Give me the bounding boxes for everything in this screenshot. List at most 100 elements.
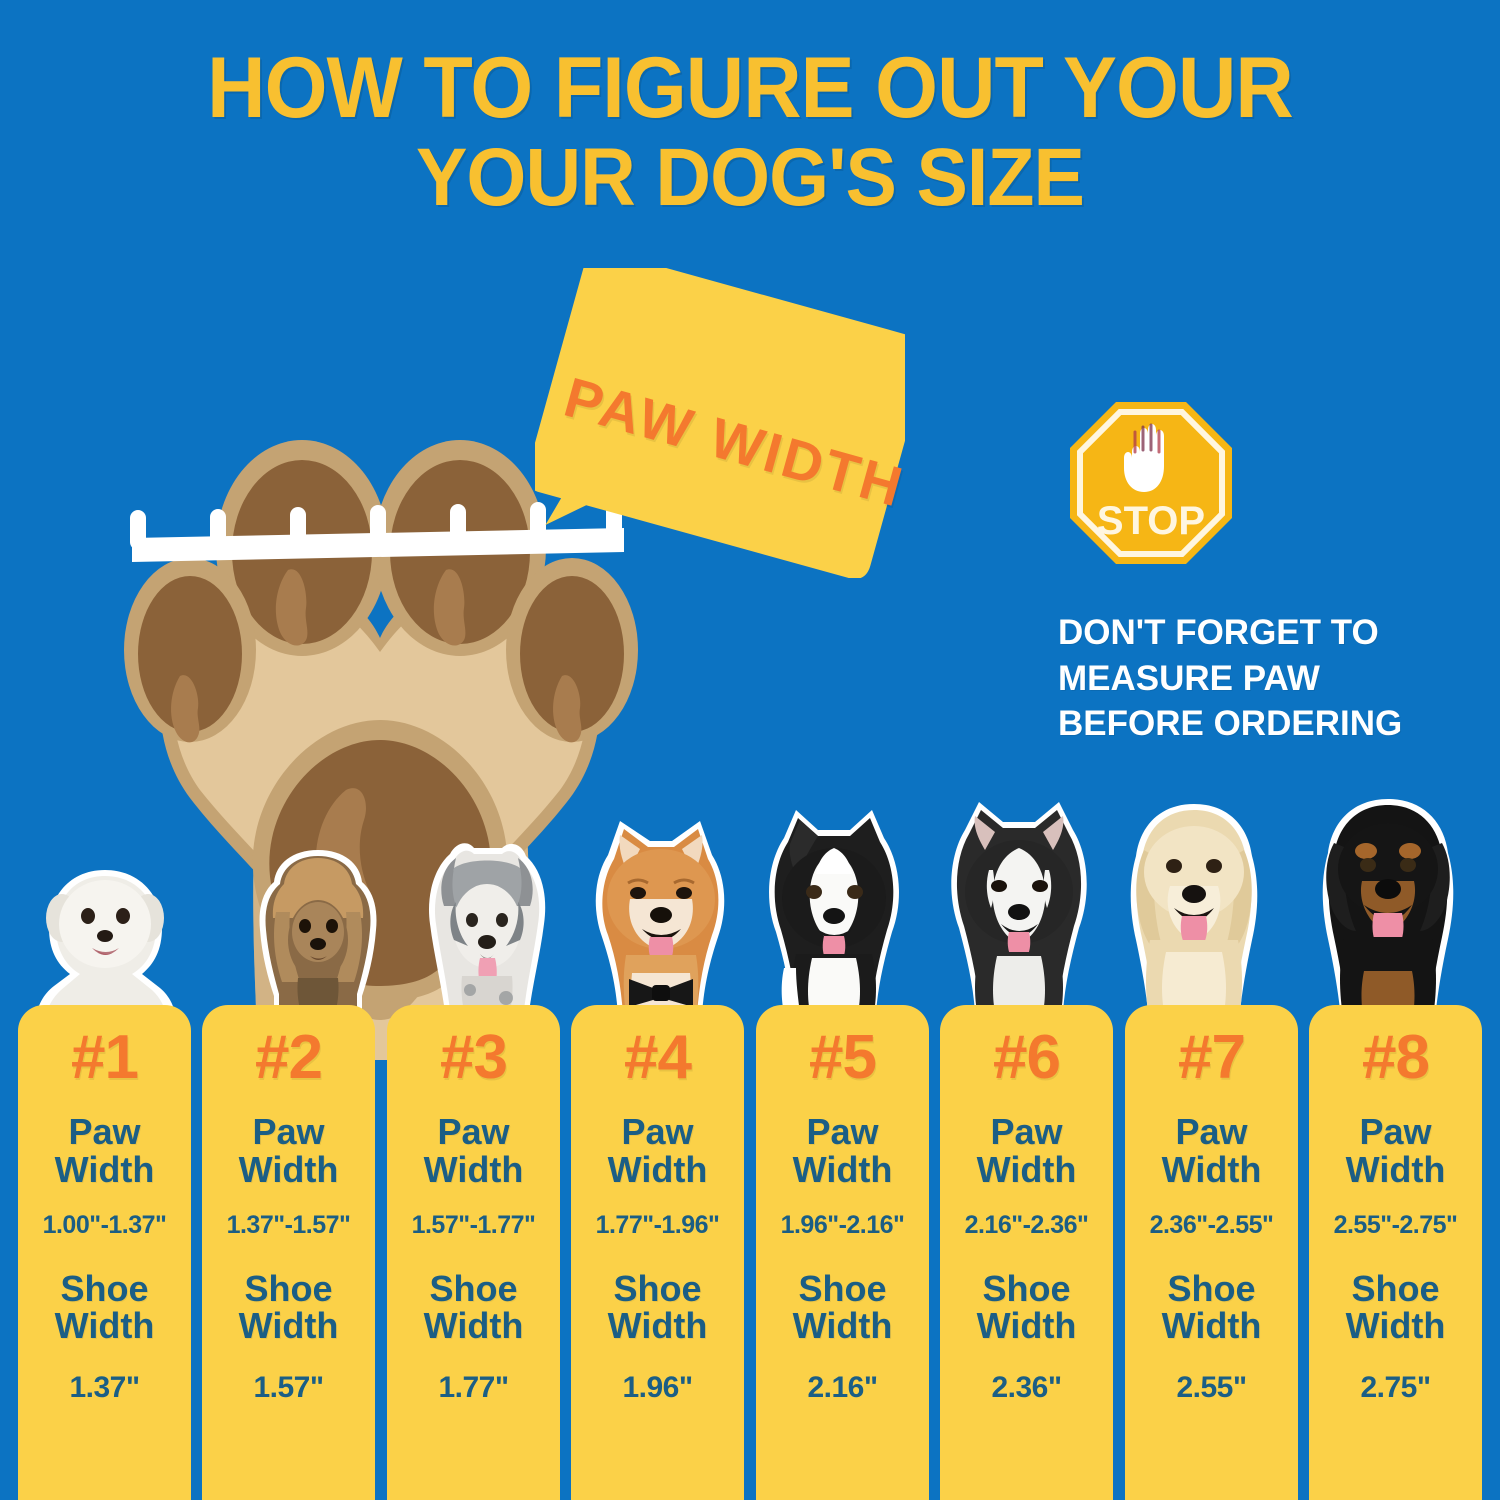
shoe-width-label: Shoe Width <box>946 1267 1107 1347</box>
paw-width-label: Paw Width <box>577 1113 738 1189</box>
paw-width-line-2: Width <box>1161 1148 1262 1190</box>
shoe-width-value: 1.57" <box>253 1371 324 1405</box>
title-line-2: YOUR DOG'S SIZE <box>415 132 1085 224</box>
stop-notice-line-1: DON'T FORGET TO <box>1058 613 1379 652</box>
paw-width-line-1: Paw <box>252 1111 325 1152</box>
shoe-width-line-1: Shoe <box>429 1267 518 1309</box>
shoe-width-label: Shoe Width <box>208 1267 369 1347</box>
paw-width-range: 1.96"-2.16" <box>780 1210 905 1239</box>
paw-width-label: Paw Width <box>1131 1113 1292 1189</box>
paw-width-range: 1.37"-1.57" <box>226 1210 351 1239</box>
paw-width-line-2: Width <box>607 1148 708 1190</box>
shoe-width-line-1: Shoe <box>1167 1267 1256 1309</box>
paw-width-range: 2.55"-2.75" <box>1333 1210 1458 1239</box>
shoe-width-value: 2.55" <box>1176 1371 1247 1405</box>
size-card-8[interactable]: #8 Paw Width 2.55"-2.75" Shoe Width 2.75… <box>1309 1005 1482 1500</box>
shoe-width-label: Shoe Width <box>1315 1267 1476 1347</box>
paw-width-line-2: Width <box>238 1148 339 1190</box>
shoe-width-value: 1.96" <box>622 1371 693 1405</box>
shoe-width-label: Shoe Width <box>24 1267 185 1347</box>
dog-photo-1 <box>28 862 183 1022</box>
paw-width-label: Paw Width <box>762 1113 923 1189</box>
paw-width-range: 2.16"-2.36" <box>964 1210 1089 1239</box>
shoe-width-value: 2.75" <box>1360 1371 1431 1405</box>
paw-width-line-2: Width <box>54 1148 155 1190</box>
size-card-number: #4 <box>624 1023 692 1092</box>
paw-width-range: 1.77"-1.96" <box>595 1210 720 1239</box>
stop-sign-word: STOP <box>1097 499 1205 543</box>
size-card-number: #2 <box>255 1023 323 1092</box>
shoe-width-value: 1.37" <box>69 1371 140 1405</box>
dog-photo-4 <box>580 815 740 1015</box>
dog-photo-7 <box>1108 800 1280 1012</box>
size-card-number: #6 <box>993 1023 1061 1092</box>
shoe-width-value: 1.77" <box>438 1371 509 1405</box>
stop-notice-text: DON'T FORGET TO MEASURE PAW BEFORE ORDER… <box>1058 610 1478 747</box>
shoe-width-label: Shoe Width <box>762 1267 923 1347</box>
stop-notice: STOP DON'T FORGET TO MEASURE PAW BEFORE … <box>1058 398 1478 747</box>
paw-width-line-1: Paw <box>68 1111 141 1152</box>
shoe-width-line-2: Width <box>238 1305 339 1347</box>
size-card-1[interactable]: #1 Paw Width 1.00"-1.37" Shoe Width 1.37… <box>18 1005 191 1500</box>
paw-width-line-1: Paw <box>990 1111 1063 1152</box>
shoe-width-line-1: Shoe <box>982 1267 1071 1309</box>
size-card-number: #1 <box>71 1023 139 1092</box>
paw-width-line-1: Paw <box>437 1111 510 1152</box>
paw-width-line-1: Paw <box>1359 1111 1432 1152</box>
title-line-1: HOW TO FIGURE OUT YOUR <box>207 40 1294 136</box>
size-card-5[interactable]: #5 Paw Width 1.96"-2.16" Shoe Width 2.16… <box>756 1005 929 1500</box>
dog-photo-2 <box>248 848 388 1023</box>
size-cards-row: #1 Paw Width 1.00"-1.37" Shoe Width 1.37… <box>0 1005 1500 1500</box>
shoe-width-line-1: Shoe <box>798 1267 887 1309</box>
shoe-width-line-2: Width <box>1345 1305 1446 1347</box>
shoe-width-line-2: Width <box>976 1305 1077 1347</box>
paw-width-line-1: Paw <box>806 1111 879 1152</box>
size-card-6[interactable]: #6 Paw Width 2.16"-2.36" Shoe Width 2.36… <box>940 1005 1113 1500</box>
shoe-width-line-2: Width <box>423 1305 524 1347</box>
paw-width-label: Paw Width <box>208 1113 369 1189</box>
stop-notice-line-2: MEASURE PAW <box>1058 658 1320 698</box>
shoe-width-line-1: Shoe <box>60 1267 149 1309</box>
paw-width-label: Paw Width <box>393 1113 554 1189</box>
size-card-number: #7 <box>1178 1023 1246 1092</box>
shoe-width-value: 2.16" <box>807 1371 878 1405</box>
paw-width-label: Paw Width <box>1315 1113 1476 1189</box>
size-card-number: #8 <box>1362 1023 1430 1092</box>
paw-width-line-2: Width <box>1345 1148 1446 1190</box>
paw-width-callout: PAW WIDTH <box>526 250 929 579</box>
size-card-number: #5 <box>809 1023 877 1092</box>
paw-width-range: 1.00"-1.37" <box>42 1210 167 1239</box>
shoe-width-line-1: Shoe <box>613 1267 702 1309</box>
shoe-width-line-1: Shoe <box>244 1267 333 1309</box>
size-card-4[interactable]: #4 Paw Width 1.77"-1.96" Shoe Width 1.96… <box>571 1005 744 1500</box>
shoe-width-line-2: Width <box>1161 1305 1262 1347</box>
paw-width-line-2: Width <box>976 1148 1077 1190</box>
stop-sign-icon: STOP <box>1070 402 1232 564</box>
paw-width-line-2: Width <box>792 1148 893 1190</box>
size-card-number: #3 <box>440 1023 508 1092</box>
stop-notice-line-3: BEFORE ORDERING <box>1058 704 1403 743</box>
paw-width-ruler <box>128 498 628 568</box>
shoe-width-line-2: Width <box>607 1305 708 1347</box>
size-card-3[interactable]: #3 Paw Width 1.57"-1.77" Shoe Width 1.77… <box>387 1005 560 1500</box>
paw-width-line-1: Paw <box>1175 1111 1248 1152</box>
dog-photo-5 <box>752 808 917 1013</box>
paw-width-line-1: Paw <box>621 1111 694 1152</box>
size-card-7[interactable]: #7 Paw Width 2.36"-2.55" Shoe Width 2.55… <box>1125 1005 1298 1500</box>
dog-photo-6 <box>935 800 1103 1012</box>
shoe-width-label: Shoe Width <box>1131 1267 1292 1347</box>
shoe-width-value: 2.36" <box>991 1371 1062 1405</box>
page-title: HOW TO FIGURE OUT YOUR YOUR DOG'S SIZE <box>0 40 1500 224</box>
paw-width-label: Paw Width <box>24 1113 185 1189</box>
paw-width-label: Paw Width <box>946 1113 1107 1189</box>
shoe-width-line-2: Width <box>54 1305 155 1347</box>
dog-photo-3 <box>410 840 565 1020</box>
dog-photo-8 <box>1300 795 1475 1010</box>
paw-width-range: 1.57"-1.77" <box>411 1210 536 1239</box>
shoe-width-line-1: Shoe <box>1351 1267 1440 1309</box>
shoe-width-line-2: Width <box>792 1305 893 1347</box>
paw-width-line-2: Width <box>423 1148 524 1190</box>
size-card-2[interactable]: #2 Paw Width 1.37"-1.57" Shoe Width 1.57… <box>202 1005 375 1500</box>
shoe-width-label: Shoe Width <box>577 1267 738 1347</box>
